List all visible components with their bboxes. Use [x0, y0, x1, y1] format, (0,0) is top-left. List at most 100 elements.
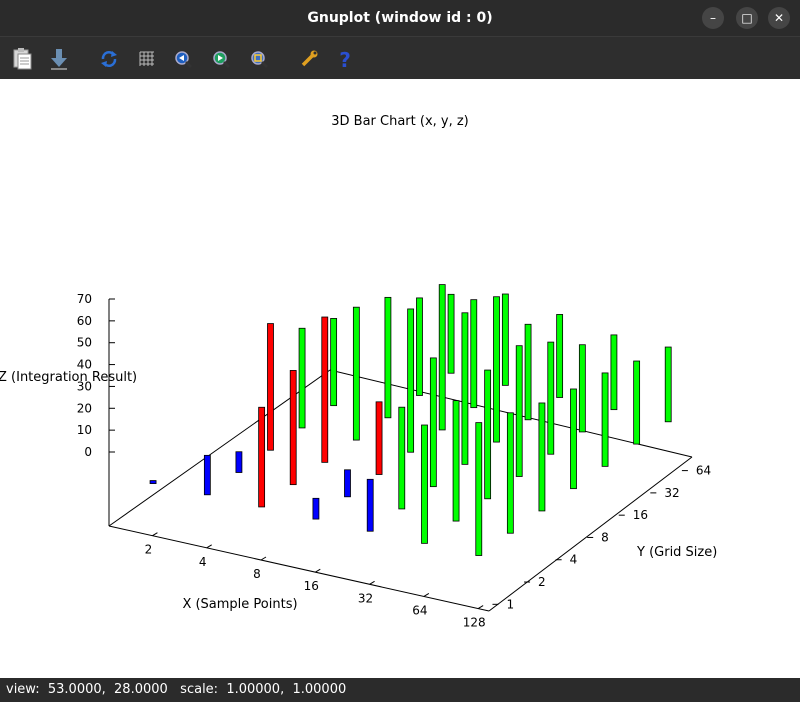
x-tick-mark — [206, 544, 212, 549]
z-tick-label: 50 — [77, 336, 92, 350]
x-tick-mark — [369, 580, 375, 585]
bar — [461, 312, 469, 465]
bar — [416, 297, 423, 396]
x-tick-mark — [260, 556, 267, 561]
status-text: view: 53.0000, 28.0000 scale: 1.00000, 1… — [6, 682, 347, 697]
wrench-icon — [301, 50, 318, 67]
x-tick-label: 64 — [412, 603, 427, 617]
bar — [524, 323, 532, 421]
y-tick-label: 1 — [506, 597, 514, 611]
z-tick-label: 30 — [77, 379, 92, 393]
next-zoom-button[interactable] — [208, 46, 234, 72]
x-tick-label: 32 — [358, 591, 373, 605]
bar — [484, 369, 492, 500]
window-title: Gnuplot (window id : 0) — [307, 10, 493, 26]
x-tick-label: 2 — [145, 543, 153, 557]
clipboard-icon — [13, 48, 32, 70]
bar — [298, 327, 306, 429]
bar — [515, 345, 523, 477]
x-tick-label: 128 — [463, 616, 486, 630]
bar — [267, 323, 274, 451]
chart-title: 3D Bar Chart (x, y, z) — [331, 114, 469, 129]
bar — [344, 469, 351, 498]
options-button[interactable] — [296, 46, 322, 72]
previous-zoom-button[interactable] — [170, 46, 196, 72]
bar — [538, 402, 546, 512]
bar-chart-3d: 3D Bar Chart (x, y, z) 2 4 8 16 32 64 128 1 2 4 8 1… — [0, 114, 717, 630]
zoom-next-icon — [213, 51, 231, 69]
help-icon: ? — [339, 48, 351, 72]
copy-clipboard-button[interactable] — [10, 46, 36, 72]
bar — [601, 372, 609, 467]
bar — [578, 344, 586, 433]
minimize-button[interactable]: – — [702, 7, 724, 29]
download-arrow-icon — [51, 49, 67, 70]
bar — [149, 480, 157, 484]
plot-canvas[interactable]: 3D Bar Chart (x, y, z) 2 4 8 16 32 64 128 1 2 4 8 1… — [0, 79, 800, 677]
maximize-button[interactable]: □ — [736, 7, 758, 29]
bar — [235, 451, 243, 473]
bar — [452, 400, 460, 522]
bar — [447, 293, 455, 374]
z-tick-label: 40 — [77, 358, 92, 372]
y-tick-label: 32 — [664, 486, 679, 500]
z-axis-label: Z (Integration Result) — [0, 370, 137, 385]
bar — [570, 388, 577, 490]
refresh-icon — [101, 51, 117, 67]
replot-button[interactable] — [96, 46, 122, 72]
help-button[interactable]: ? — [332, 46, 358, 72]
bar — [203, 454, 211, 496]
x-tick-label: 16 — [304, 579, 319, 593]
y-tick-label: 64 — [696, 464, 711, 478]
x-tick-mark — [477, 605, 484, 610]
status-bar: view: 53.0000, 28.0000 scale: 1.00000, 1… — [0, 678, 800, 702]
bar — [475, 422, 483, 556]
title-bar: Gnuplot (window id : 0) – □ ✕ — [0, 0, 800, 36]
bar — [321, 316, 329, 463]
bar — [366, 478, 374, 532]
y-tick-label: 2 — [538, 575, 546, 589]
z-tick-label: 60 — [77, 314, 92, 328]
y-axis-label: Y (Grid Size) — [636, 545, 717, 560]
close-button[interactable]: ✕ — [768, 7, 790, 29]
z-tick-label: 0 — [84, 445, 92, 459]
toolbar: ? — [0, 36, 800, 80]
base-edge-1 — [488, 456, 693, 612]
x-tick-mark — [423, 592, 430, 597]
grid-icon — [139, 51, 154, 66]
bar — [547, 341, 555, 455]
y-tick-label: 4 — [570, 553, 578, 567]
bar — [633, 360, 641, 445]
bar — [289, 370, 297, 486]
bar — [438, 284, 446, 431]
x-axis-label: X (Sample Points) — [182, 597, 297, 612]
export-button[interactable] — [46, 46, 72, 72]
bar — [312, 497, 320, 520]
bars — [149, 284, 672, 556]
bar — [375, 401, 383, 475]
bar — [493, 296, 500, 443]
svg-text:?: ? — [339, 48, 351, 72]
zoom-fit-icon — [251, 51, 269, 69]
autoscale-button[interactable] — [246, 46, 272, 72]
bar — [429, 357, 437, 488]
z-tick-label: 20 — [77, 401, 92, 415]
z-tick-label: 10 — [77, 423, 92, 437]
bar — [384, 296, 392, 419]
base-edge-3 — [108, 369, 331, 527]
bar — [407, 308, 415, 453]
x-tick-mark — [152, 532, 158, 537]
x-tick-label: 8 — [253, 567, 261, 581]
bar — [470, 299, 478, 409]
bar — [352, 306, 360, 441]
bar — [330, 318, 338, 407]
base-edge-0 — [108, 525, 490, 612]
bar — [610, 334, 618, 411]
x-tick-label: 4 — [199, 555, 207, 569]
bar — [398, 406, 406, 510]
zoom-previous-icon — [175, 51, 193, 69]
grid-button[interactable] — [134, 46, 160, 72]
bar — [664, 346, 672, 423]
bar — [556, 314, 564, 398]
z-tick-label: 70 — [77, 292, 92, 306]
